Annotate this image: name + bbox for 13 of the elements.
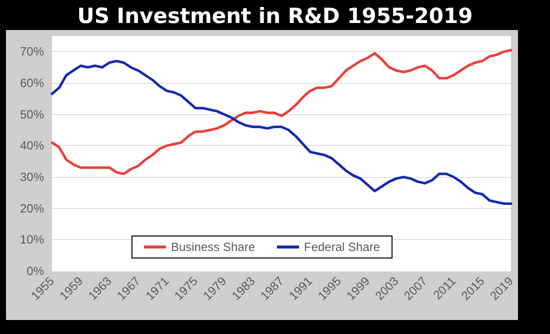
y-tick-label: 0% [26, 264, 44, 278]
chart-title: US Investment in R&D 1955-2019 [76, 3, 474, 30]
y-tick-label: 40% [20, 138, 44, 153]
legend-label: Business Share [170, 240, 256, 254]
y-tick-label: 60% [20, 76, 44, 90]
y-tick-label: 70% [20, 44, 44, 59]
y-tick-label: 20% [20, 201, 44, 216]
line-series [50, 60, 512, 205]
line-series [50, 48, 512, 176]
y-tick-label: 10% [20, 232, 44, 247]
y-tick-label: 30% [20, 170, 44, 184]
legend-label: Federal Share [304, 240, 380, 254]
y-tick-label: 50% [20, 107, 44, 122]
